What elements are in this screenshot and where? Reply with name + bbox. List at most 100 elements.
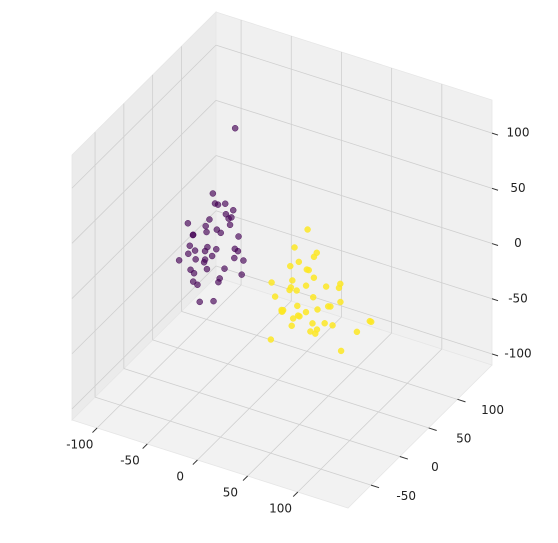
- point: [240, 257, 247, 264]
- point: [202, 222, 209, 230]
- tick-mark: [92, 427, 98, 433]
- point: [309, 320, 316, 327]
- tick-mark: [399, 456, 409, 460]
- point: [231, 245, 239, 253]
- point: [314, 306, 321, 313]
- grid-line: [71, 155, 217, 299]
- point: [184, 220, 192, 227]
- grid-line: [215, 210, 493, 300]
- point: [287, 284, 295, 291]
- point: [295, 258, 303, 266]
- point: [293, 287, 300, 294]
- tick-mark: [457, 398, 466, 403]
- point: [209, 190, 217, 197]
- point: [238, 271, 245, 278]
- point: [191, 247, 199, 254]
- point: [231, 254, 238, 262]
- tick-mark: [491, 187, 499, 191]
- point: [367, 318, 375, 326]
- point: [201, 247, 209, 255]
- grid-line: [215, 155, 493, 244]
- point: [190, 269, 198, 277]
- y-tick-label: 50: [456, 432, 471, 446]
- x-tick-label: 100: [269, 502, 292, 516]
- point: [313, 249, 321, 257]
- x-tick-label: 50: [223, 486, 238, 500]
- tick-mark: [491, 132, 499, 136]
- z-tick-label: 50: [510, 181, 525, 195]
- point: [305, 266, 312, 274]
- point: [310, 274, 318, 281]
- grid-line: [94, 396, 372, 486]
- point: [302, 308, 310, 316]
- point: [337, 298, 344, 306]
- point: [289, 277, 296, 284]
- x-tick-label: 0: [176, 470, 184, 484]
- tick-mark: [192, 459, 198, 465]
- point: [329, 322, 336, 329]
- point: [294, 302, 301, 310]
- point: [175, 257, 183, 264]
- point: [321, 320, 328, 327]
- tick-mark: [491, 298, 499, 302]
- x-tick-label: -50: [120, 454, 140, 468]
- z-tick-label: 100: [507, 126, 530, 140]
- tick-mark: [292, 491, 299, 497]
- point: [313, 326, 321, 333]
- grid-line: [71, 100, 217, 244]
- point: [327, 303, 334, 310]
- point: [185, 250, 192, 258]
- point: [337, 280, 344, 288]
- point: [213, 226, 221, 233]
- grid-line: [152, 339, 429, 429]
- grid-line: [297, 348, 443, 493]
- point: [287, 262, 294, 270]
- point: [322, 283, 330, 290]
- tick-mark: [370, 484, 380, 489]
- tick-mark: [491, 353, 499, 357]
- point: [226, 221, 234, 229]
- grid-line: [71, 265, 217, 410]
- grid-line: [123, 368, 400, 457]
- point: [304, 226, 311, 233]
- z-tick-label: -50: [508, 291, 528, 305]
- point: [203, 265, 211, 273]
- tick-mark: [142, 443, 148, 449]
- point: [309, 294, 317, 301]
- point: [353, 328, 361, 336]
- point: [214, 201, 222, 208]
- point: [210, 297, 217, 305]
- z-tick-label: 0: [514, 236, 522, 250]
- point: [302, 282, 310, 289]
- point: [186, 242, 194, 250]
- point: [267, 336, 275, 343]
- point: [208, 252, 216, 260]
- point: [291, 244, 298, 251]
- y-tick-label: 100: [481, 403, 504, 417]
- point: [231, 124, 239, 132]
- point: [203, 228, 210, 236]
- point: [189, 231, 197, 239]
- point: [221, 265, 228, 272]
- grid-line: [96, 284, 242, 429]
- point: [192, 256, 199, 263]
- point: [222, 210, 230, 218]
- tick-mark: [491, 243, 499, 246]
- point: [201, 256, 209, 263]
- point: [213, 245, 220, 253]
- y-tick-label: 0: [431, 460, 439, 474]
- point: [337, 347, 345, 355]
- grid-line: [146, 300, 292, 445]
- point: [221, 200, 229, 207]
- grid-line: [71, 44, 217, 189]
- point: [278, 308, 286, 315]
- point: [216, 275, 223, 282]
- grid-line: [215, 265, 493, 355]
- z-tick-label: -100: [504, 346, 531, 360]
- point: [271, 293, 279, 300]
- point: [229, 206, 237, 214]
- point: [189, 278, 197, 285]
- point: [268, 279, 275, 286]
- grid-line: [247, 332, 392, 477]
- grid-line: [197, 316, 342, 461]
